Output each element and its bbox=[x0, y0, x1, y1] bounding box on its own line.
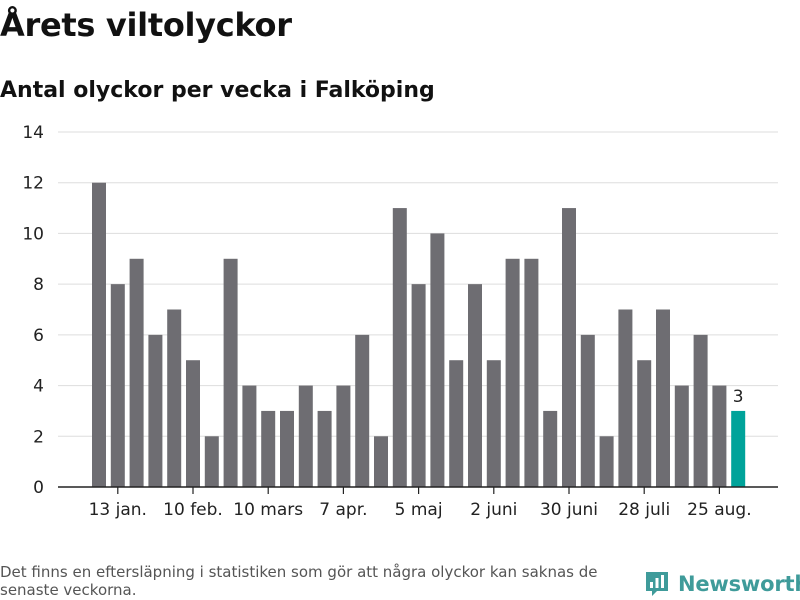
bar bbox=[430, 233, 445, 487]
x-tick-label: 2 juni bbox=[470, 500, 517, 520]
bar bbox=[712, 385, 727, 487]
y-tick-label: 6 bbox=[33, 326, 44, 346]
y-tick-label: 12 bbox=[22, 174, 44, 194]
chart-title: Årets viltolyckor bbox=[0, 6, 292, 44]
data-labels: 3 bbox=[733, 387, 744, 407]
bar bbox=[110, 284, 125, 487]
bar bbox=[317, 410, 332, 487]
x-tick-label: 10 mars bbox=[233, 500, 303, 520]
bar bbox=[543, 410, 558, 487]
y-tick-label: 10 bbox=[22, 224, 44, 244]
bar bbox=[374, 436, 388, 487]
bar bbox=[336, 385, 351, 487]
x-tick-label: 30 juni bbox=[540, 500, 598, 520]
y-tick-label: 8 bbox=[33, 275, 44, 295]
y-tick-label: 0 bbox=[33, 478, 44, 498]
bar bbox=[280, 410, 294, 487]
bar bbox=[618, 309, 633, 487]
bar bbox=[129, 258, 144, 487]
bar bbox=[411, 284, 426, 487]
bar bbox=[656, 309, 670, 487]
bar bbox=[449, 360, 464, 487]
bar-highlight bbox=[731, 410, 746, 487]
bar bbox=[223, 258, 238, 487]
footnote: Det finns en eftersläpning i statistiken… bbox=[0, 563, 598, 599]
bar-chart: 0 2 4 6 8 10 12 14 13 jan. 10 feb. 10 mars 7 apr. 5… bbox=[22, 123, 778, 520]
brand-logo[interactable]: Newsworthy bbox=[644, 570, 800, 598]
bars bbox=[92, 182, 746, 488]
x-tick-label: 25 aug. bbox=[687, 500, 751, 520]
bar bbox=[92, 182, 106, 487]
bar bbox=[505, 258, 520, 487]
y-tick-label: 2 bbox=[33, 427, 44, 447]
bar bbox=[261, 410, 276, 487]
y-axis-ticks: 0 2 4 6 8 10 12 14 bbox=[22, 123, 44, 498]
bar bbox=[186, 360, 200, 487]
bar bbox=[468, 284, 482, 487]
x-tick-label: 13 jan. bbox=[89, 500, 147, 520]
data-label: 3 bbox=[733, 387, 744, 407]
bar bbox=[486, 360, 501, 487]
newsworthy-logo-icon bbox=[646, 572, 668, 596]
bar bbox=[562, 208, 576, 488]
x-tick-label: 10 feb. bbox=[163, 500, 223, 520]
bar bbox=[167, 309, 182, 487]
brand-name: Newsworthy bbox=[678, 572, 800, 596]
y-tick-label: 4 bbox=[33, 377, 44, 397]
bar bbox=[355, 334, 370, 487]
bar bbox=[148, 334, 163, 487]
bar bbox=[674, 385, 689, 487]
y-tick-label: 14 bbox=[22, 123, 44, 143]
bar bbox=[599, 436, 614, 487]
bar bbox=[298, 385, 313, 487]
x-tick-label: 5 maj bbox=[395, 500, 443, 520]
bar bbox=[637, 360, 652, 487]
bar bbox=[204, 436, 219, 487]
bar bbox=[392, 208, 407, 488]
bar bbox=[242, 385, 257, 487]
bar bbox=[580, 334, 595, 487]
bar bbox=[524, 258, 539, 487]
chart-subtitle: Antal olyckor per vecka i Falköping bbox=[0, 78, 435, 103]
x-tick-label: 28 juli bbox=[618, 500, 670, 520]
bar bbox=[693, 334, 708, 487]
x-tick-label: 7 apr. bbox=[319, 500, 367, 520]
x-axis-ticks: 13 jan. 10 feb. 10 mars 7 apr. 5 maj 2 juni 30… bbox=[89, 487, 752, 520]
